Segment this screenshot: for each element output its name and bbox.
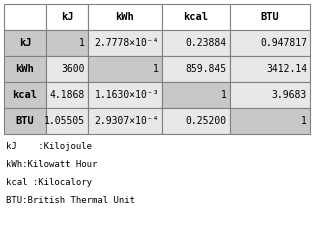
Text: 3412.14: 3412.14 bbox=[266, 64, 307, 74]
Bar bbox=[46, 4, 88, 30]
Bar bbox=[4, 108, 46, 134]
Text: kcal: kcal bbox=[183, 12, 208, 22]
Text: 3600: 3600 bbox=[61, 64, 85, 74]
Text: 1.05505: 1.05505 bbox=[44, 116, 85, 126]
Bar bbox=[162, 82, 230, 108]
Text: 859.845: 859.845 bbox=[186, 64, 227, 74]
Text: 1.1630×10⁻³: 1.1630×10⁻³ bbox=[94, 90, 159, 100]
Text: 1: 1 bbox=[221, 90, 227, 100]
Text: 4.1868: 4.1868 bbox=[50, 90, 85, 100]
Bar bbox=[88, 30, 162, 56]
Bar bbox=[4, 4, 46, 30]
Text: 1: 1 bbox=[79, 38, 85, 48]
Text: kcal :Kilocalory: kcal :Kilocalory bbox=[6, 178, 92, 187]
Bar bbox=[230, 82, 310, 108]
Bar bbox=[88, 56, 162, 82]
Bar bbox=[162, 30, 230, 56]
Bar bbox=[46, 108, 88, 134]
Text: 2.9307×10⁻⁴: 2.9307×10⁻⁴ bbox=[94, 116, 159, 126]
Text: kJ: kJ bbox=[61, 12, 73, 22]
Text: 1: 1 bbox=[153, 64, 159, 74]
Bar bbox=[88, 108, 162, 134]
Bar bbox=[88, 82, 162, 108]
Bar bbox=[88, 4, 162, 30]
Bar bbox=[4, 30, 46, 56]
Bar bbox=[4, 82, 46, 108]
Text: 1: 1 bbox=[301, 116, 307, 126]
Bar bbox=[230, 56, 310, 82]
Bar bbox=[230, 30, 310, 56]
Text: kJ: kJ bbox=[19, 38, 31, 48]
Text: 0.23884: 0.23884 bbox=[186, 38, 227, 48]
Text: kWh: kWh bbox=[16, 64, 34, 74]
Text: BTU: BTU bbox=[261, 12, 279, 22]
Bar bbox=[162, 4, 230, 30]
Bar bbox=[162, 108, 230, 134]
Text: kcal: kcal bbox=[12, 90, 37, 100]
Text: BTU:British Thermal Unit: BTU:British Thermal Unit bbox=[6, 196, 135, 205]
Bar bbox=[46, 56, 88, 82]
Text: kJ    :Kilojoule: kJ :Kilojoule bbox=[6, 142, 92, 151]
Text: BTU: BTU bbox=[16, 116, 34, 126]
Bar bbox=[230, 4, 310, 30]
Bar bbox=[4, 56, 46, 82]
Bar bbox=[46, 82, 88, 108]
Bar bbox=[230, 108, 310, 134]
Text: kWh: kWh bbox=[116, 12, 134, 22]
Text: 0.25200: 0.25200 bbox=[186, 116, 227, 126]
Bar bbox=[46, 30, 88, 56]
Text: 3.9683: 3.9683 bbox=[272, 90, 307, 100]
Bar bbox=[162, 56, 230, 82]
Text: 2.7778×10⁻⁴: 2.7778×10⁻⁴ bbox=[94, 38, 159, 48]
Text: 0.947817: 0.947817 bbox=[260, 38, 307, 48]
Text: kWh:Kilowatt Hour: kWh:Kilowatt Hour bbox=[6, 160, 97, 169]
